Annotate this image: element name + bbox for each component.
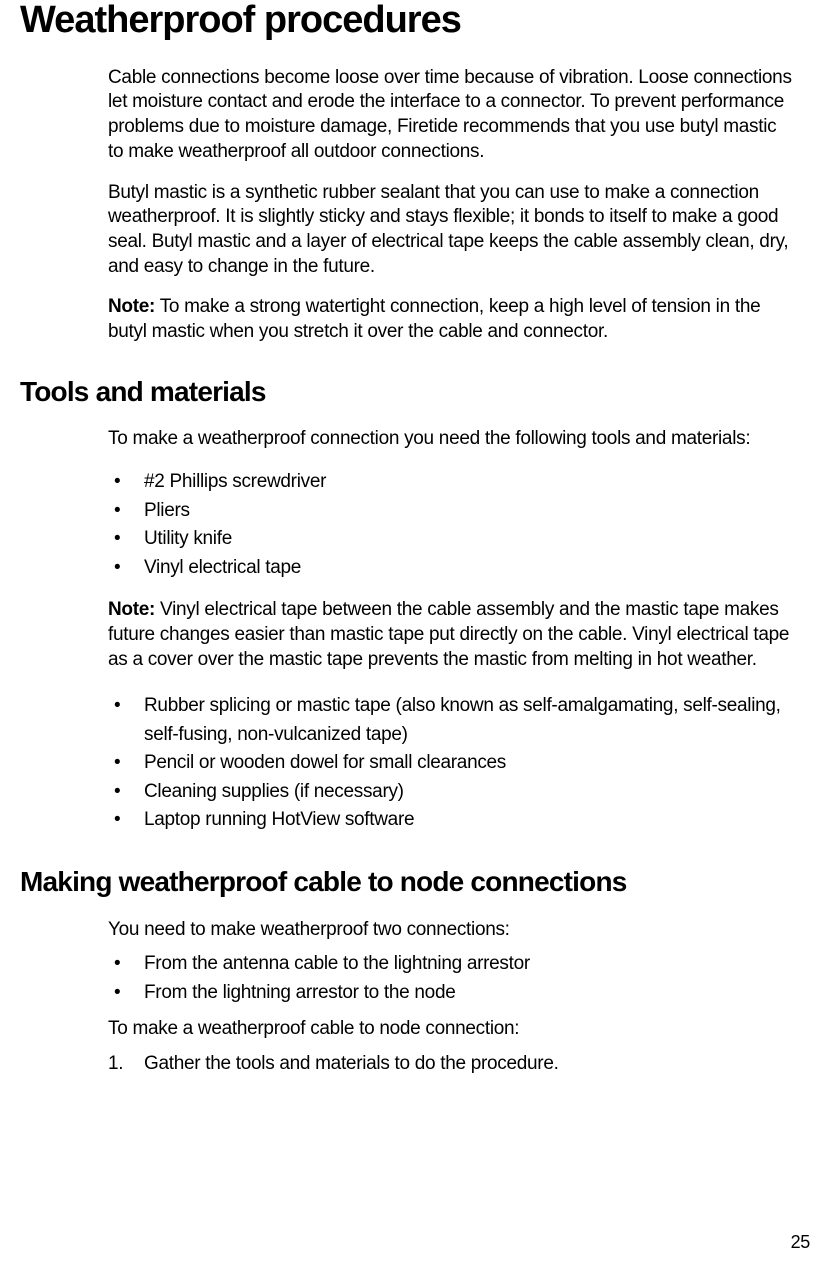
- list-item: • Rubber splicing or mastic tape (also k…: [108, 692, 794, 749]
- list-item: • From the antenna cable to the lightnin…: [108, 950, 794, 979]
- bullet-icon: •: [108, 554, 144, 583]
- bullet-icon: •: [108, 979, 144, 1008]
- list-item-text: #2 Phillips screwdriver: [144, 468, 794, 497]
- section-connections-title: Making weatherproof cable to node connec…: [20, 867, 794, 898]
- list-item-text: Utility knife: [144, 525, 794, 554]
- note-1-label: Note:: [108, 296, 155, 317]
- list-item-text: Rubber splicing or mastic tape (also kno…: [144, 692, 794, 749]
- bullet-icon: •: [108, 778, 144, 807]
- intro-paragraph-1: Cable connections become loose over time…: [108, 66, 794, 165]
- connections-list: • From the antenna cable to the lightnin…: [108, 950, 794, 1007]
- procedure-steps: 1. Gather the tools and materials to do …: [108, 1050, 794, 1079]
- list-item-text: Gather the tools and materials to do the…: [144, 1050, 794, 1079]
- tools-list-1: • #2 Phillips screwdriver • Pliers • Uti…: [108, 468, 794, 582]
- connections-intro: You need to make weatherproof two connec…: [108, 918, 794, 943]
- note-1-text: To make a strong watertight connection, …: [108, 296, 760, 342]
- list-item: • #2 Phillips screwdriver: [108, 468, 794, 497]
- note-2: Note: Vinyl electrical tape between the …: [108, 598, 794, 672]
- bullet-icon: •: [108, 497, 144, 526]
- page-title: Weatherproof procedures: [20, 0, 794, 42]
- intro-paragraph-2: Butyl mastic is a synthetic rubber seala…: [108, 181, 794, 280]
- note-1: Note: To make a strong watertight connec…: [108, 295, 794, 344]
- list-item: 1. Gather the tools and materials to do …: [108, 1050, 794, 1079]
- bullet-icon: •: [108, 749, 144, 778]
- list-item: • Laptop running HotView software: [108, 806, 794, 835]
- list-item: • Cleaning supplies (if necessary): [108, 778, 794, 807]
- list-item-text: Vinyl electrical tape: [144, 554, 794, 583]
- list-item-text: Pliers: [144, 497, 794, 526]
- list-item-text: From the antenna cable to the lightning …: [144, 950, 794, 979]
- procedure-intro: To make a weatherproof cable to node con…: [108, 1017, 794, 1042]
- section-tools-title: Tools and materials: [20, 377, 794, 408]
- bullet-icon: •: [108, 468, 144, 497]
- list-item: • Pencil or wooden dowel for small clear…: [108, 749, 794, 778]
- note-2-label: Note:: [108, 599, 155, 620]
- list-item-text: From the lightning arrestor to the node: [144, 979, 794, 1008]
- list-item-text: Pencil or wooden dowel for small clearan…: [144, 749, 794, 778]
- list-item: • From the lightning arrestor to the nod…: [108, 979, 794, 1008]
- tools-list-2: • Rubber splicing or mastic tape (also k…: [108, 692, 794, 835]
- bullet-icon: •: [108, 692, 144, 749]
- list-item: • Utility knife: [108, 525, 794, 554]
- tools-intro: To make a weatherproof connection you ne…: [108, 427, 794, 452]
- page-number: 25: [791, 1232, 810, 1253]
- note-2-text: Vinyl electrical tape between the cable …: [108, 599, 789, 669]
- bullet-icon: •: [108, 525, 144, 554]
- list-item-text: Laptop running HotView software: [144, 806, 794, 835]
- list-item-text: Cleaning supplies (if necessary): [144, 778, 794, 807]
- list-item: • Pliers: [108, 497, 794, 526]
- bullet-icon: •: [108, 950, 144, 979]
- step-number: 1.: [108, 1050, 144, 1079]
- bullet-icon: •: [108, 806, 144, 835]
- list-item: • Vinyl electrical tape: [108, 554, 794, 583]
